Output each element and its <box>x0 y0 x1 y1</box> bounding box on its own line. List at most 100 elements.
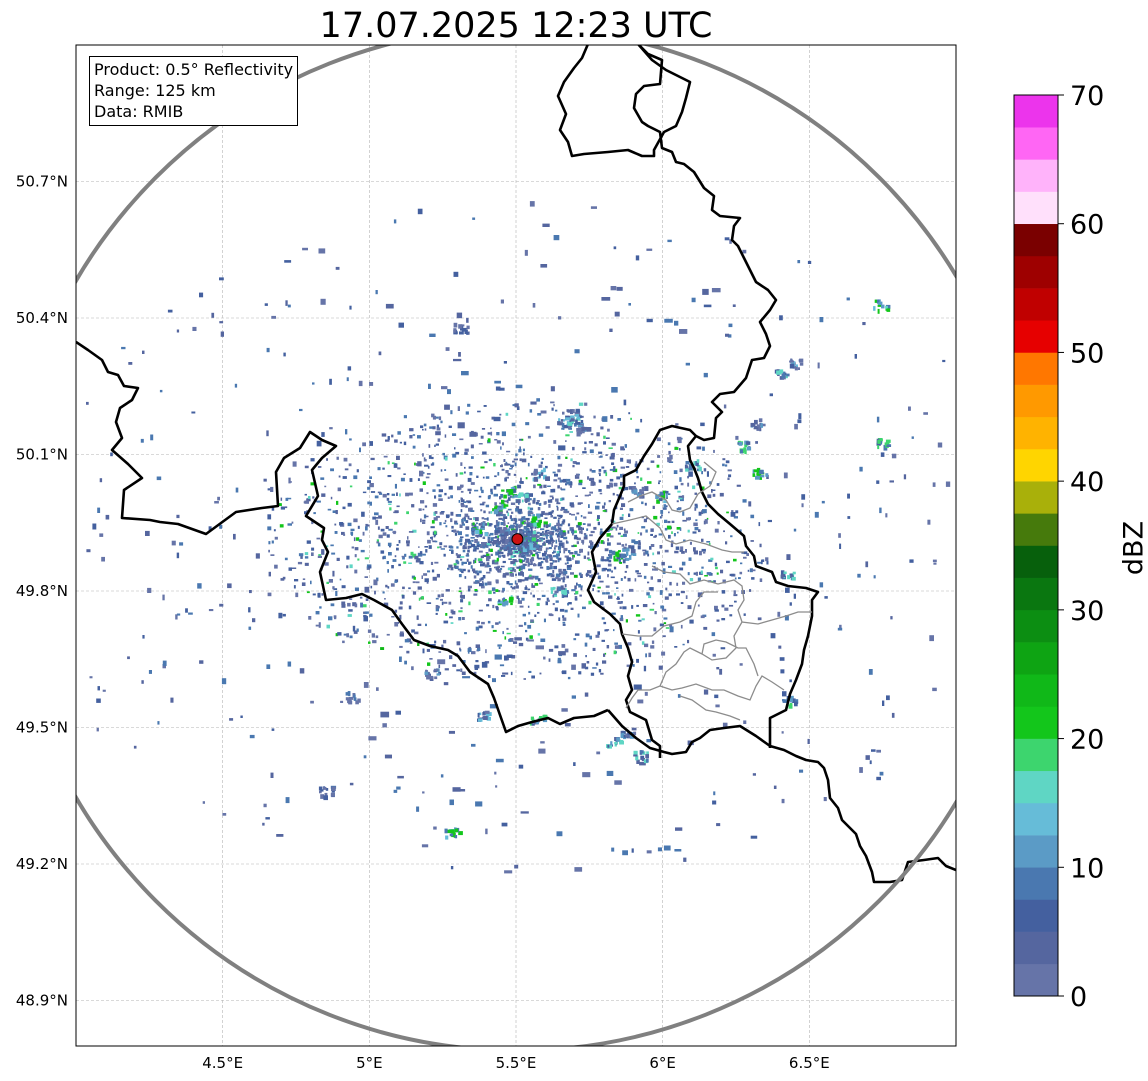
echo-pixel <box>302 247 308 251</box>
echo-pixel <box>726 560 730 564</box>
echo-pixel <box>405 492 410 497</box>
echo-pixel <box>674 447 679 450</box>
echo-pixel <box>271 507 275 511</box>
echo-pixel <box>459 538 463 541</box>
echo-pixel <box>492 629 497 632</box>
echo-pixel <box>510 502 516 505</box>
echo-pixel <box>514 403 519 408</box>
echo-pixel <box>628 412 631 415</box>
echo-pixel <box>473 559 475 564</box>
echo-pixel <box>714 562 718 567</box>
echo-pixel <box>496 557 499 562</box>
echo-pixel <box>299 408 303 412</box>
echo-pixel <box>271 540 274 544</box>
echo-pixel <box>147 587 152 593</box>
echo-pixel <box>262 822 265 826</box>
echo-pixel <box>754 426 757 429</box>
echo-pixel <box>110 452 113 457</box>
echo-pixel <box>321 549 325 555</box>
echo-pixel <box>627 577 631 582</box>
echo-pixel <box>350 531 354 535</box>
echo-pixel <box>572 554 575 558</box>
echo-pixel <box>482 575 486 579</box>
echo-pixel <box>671 570 676 574</box>
echo-pixel <box>316 440 322 447</box>
echo-pixel <box>458 590 462 593</box>
echo-pixel <box>677 531 679 534</box>
echo-pixel <box>288 477 291 484</box>
echo-pixel <box>536 531 540 534</box>
echo-pixel <box>484 582 488 586</box>
echo-pixel <box>641 486 646 491</box>
echo-pixel <box>555 409 558 412</box>
echo-pixel <box>421 575 423 579</box>
echo-pixel <box>448 485 453 490</box>
echo-pixel <box>630 553 635 556</box>
echo-pixel <box>510 602 513 606</box>
echo-pixel <box>377 526 380 530</box>
echo-pixel <box>531 529 533 533</box>
echo-pixel <box>609 528 614 531</box>
echo-pixel <box>639 494 643 499</box>
echo-pixel <box>413 576 416 580</box>
echo-pixel <box>607 745 612 749</box>
echo-pixel <box>610 741 613 746</box>
echo-pixel <box>367 486 371 490</box>
echo-pixel <box>574 534 578 539</box>
echo-pixel <box>512 543 515 547</box>
echo-pixel <box>382 591 385 594</box>
echo-pixel <box>759 427 762 432</box>
y-tick-label: 49.8°N <box>16 582 68 600</box>
echo-pixel <box>701 538 704 542</box>
echo-pixel <box>673 470 678 474</box>
echo-pixel <box>550 574 555 578</box>
echo-pixel <box>510 585 513 588</box>
echo-pixel <box>759 469 764 475</box>
echo-pixel <box>317 592 321 598</box>
echo-pixel <box>176 329 180 333</box>
echo-pixel <box>482 476 485 479</box>
echo-pixel <box>877 439 881 444</box>
echo-pixel <box>157 721 160 725</box>
echo-pixel <box>467 515 470 520</box>
echo-pixel <box>664 549 669 553</box>
echo-pixel <box>576 582 578 586</box>
echo-pixel <box>562 617 567 621</box>
echo-pixel <box>385 584 388 588</box>
echo-pixel <box>650 544 655 547</box>
echo-pixel <box>573 653 577 657</box>
echo-pixel <box>583 555 586 559</box>
echo-pixel <box>349 485 353 488</box>
echo-pixel <box>641 757 645 762</box>
echo-pixel <box>338 475 341 478</box>
echo-pixel <box>470 543 476 548</box>
echo-pixel <box>478 550 483 553</box>
echo-pixel <box>519 438 523 441</box>
echo-pixel <box>680 546 684 551</box>
echo-pixel <box>622 606 627 610</box>
echo-pixel <box>592 584 596 587</box>
echo-pixel <box>617 596 620 600</box>
echo-pixel <box>524 556 527 560</box>
echo-pixel <box>502 574 507 578</box>
echo-pixel <box>687 639 690 644</box>
echo-pixel <box>667 239 672 243</box>
echo-pixel <box>674 320 679 326</box>
echo-pixel <box>519 458 522 462</box>
echo-pixel <box>575 560 579 564</box>
echo-pixel <box>414 462 416 466</box>
echo-pixel <box>479 534 482 538</box>
echo-pixel <box>545 547 549 550</box>
echo-pixel <box>658 482 660 485</box>
echo-pixel <box>570 504 575 508</box>
echo-pixel <box>349 564 353 569</box>
echo-pixel <box>387 542 392 547</box>
echo-pixel <box>352 625 356 632</box>
echo-pixel <box>268 571 271 577</box>
echo-pixel <box>353 694 356 698</box>
echo-pixel <box>399 656 402 662</box>
echo-pixel <box>551 510 554 513</box>
echo-pixel <box>877 445 880 450</box>
echo-pixel <box>441 511 445 513</box>
echo-pixel <box>489 567 492 572</box>
